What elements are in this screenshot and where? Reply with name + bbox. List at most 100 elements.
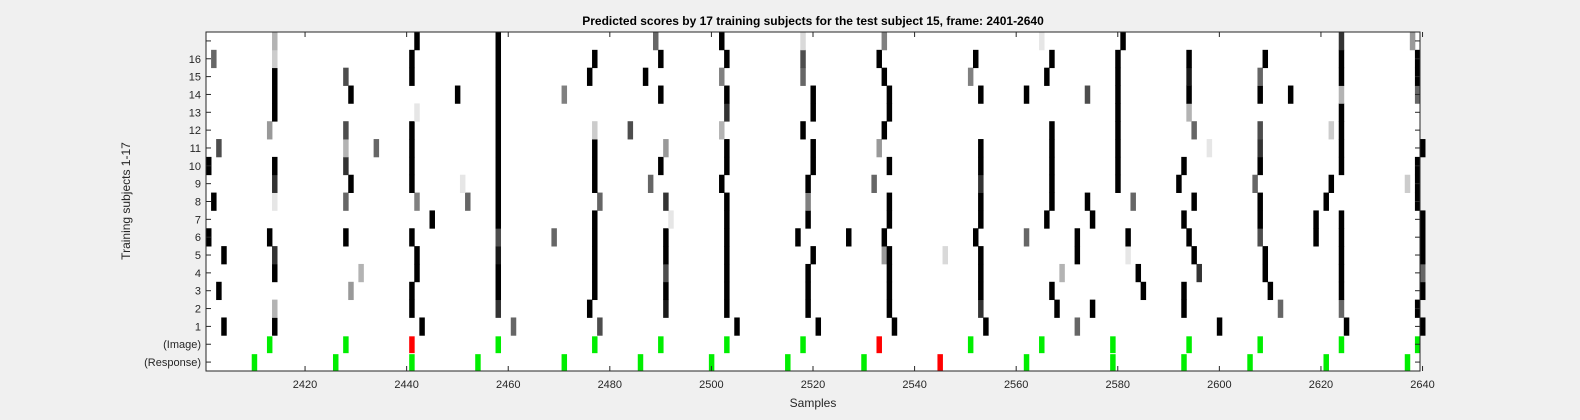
heatmap-cell-s14-2624 (1338, 85, 1345, 104)
heatmap-cell-s5-2477 (592, 246, 598, 265)
heatmap-cell-s1-2572 (1074, 317, 1081, 336)
heatmap-cell-s13-2503 (724, 103, 730, 122)
heatmap-cell-s12-2428 (343, 121, 349, 140)
heatmap-cell-s2-2519 (805, 299, 811, 318)
response-marker-2441 (409, 354, 415, 371)
heatmap-cell-s17-2565 (1039, 32, 1045, 51)
heatmap-cell-s14-2520 (810, 85, 816, 104)
image-marker-2565 (1039, 336, 1045, 354)
x-tick-label-2440: 2440 (394, 379, 418, 391)
heatmap-cell-s11-2608 (1257, 139, 1263, 158)
heatmap-cell-s1-2536 (891, 317, 898, 336)
heatmap-cell-s7-2492 (668, 210, 674, 229)
response-marker-2426 (332, 354, 339, 371)
heatmap-cell-s7-2553 (978, 210, 984, 229)
heatmap-cell-s9-2458 (495, 174, 502, 193)
response-marker-2637 (1404, 354, 1411, 371)
heatmap-cell-s8-2503 (724, 192, 730, 211)
heatmap-cell-s16-2441 (409, 49, 415, 69)
heatmap-cell-s2-2491 (663, 299, 669, 318)
heatmap-cell-s6-2572 (1074, 228, 1081, 247)
heatmap-cell-s1-2505 (734, 317, 740, 336)
heatmap-cell-s11-2477 (592, 139, 598, 158)
y-tick-label-15: 14 (189, 89, 201, 101)
heatmap-cell-s3-2553 (978, 281, 984, 301)
heatmap-cell-s16-2580 (1115, 49, 1121, 69)
heatmap-cell-s8-2402 (211, 192, 217, 211)
heatmap-cell-s5-2534 (881, 246, 888, 265)
heatmap-cell-s3-2567 (1049, 281, 1055, 301)
heatmap-cell-s2-2476 (586, 299, 593, 318)
heatmap-cell-s7-2458 (495, 210, 502, 229)
heatmap-cell-s16-2594 (1186, 49, 1192, 69)
heatmap-cell-s11-2640 (1420, 139, 1426, 158)
heatmap-cell-s10-2520 (810, 156, 816, 176)
heatmap-cell-s5-2458 (495, 246, 502, 265)
heatmap-cell-s17-2624 (1338, 32, 1345, 51)
heatmap-cell-s9-2429 (348, 174, 354, 193)
heatmap-cell-s5-2404 (221, 246, 227, 265)
heatmap-cell-s4-2477 (592, 263, 598, 283)
heatmap-cell-s8-2414 (272, 192, 278, 211)
heatmap-cell-s17-2534 (881, 32, 888, 51)
heatmap-cell-s1-2625 (1343, 317, 1350, 336)
response-marker-2500 (708, 354, 715, 371)
x-tick-label-2420: 2420 (293, 379, 317, 391)
response-marker-2593 (1181, 354, 1187, 371)
heatmap-cell-s7-2477 (592, 210, 598, 229)
heatmap-cell-s13-2414 (272, 103, 278, 122)
x-tick-label-2460: 2460 (496, 379, 520, 391)
x-tick-label-2500: 2500 (699, 379, 723, 391)
heatmap-cell-s12-2608 (1257, 121, 1263, 140)
heatmap-cell-s1-2600 (1216, 317, 1223, 336)
heatmap-cell-s10-2624 (1338, 156, 1345, 176)
heatmap-cell-s13-2580 (1115, 103, 1121, 122)
heatmap-cell-s11-2533 (876, 139, 882, 158)
heatmap-cell-s15-2428 (343, 67, 349, 86)
heatmap-cell-s8-2574 (1084, 192, 1091, 211)
heatmap-cell-s1-2414 (272, 317, 278, 336)
heatmap-cell-s4-2442 (414, 263, 420, 283)
heatmap-cell-s4-2553 (978, 263, 984, 283)
response-marker-2454 (475, 354, 481, 371)
heatmap-cell-s17-2489 (653, 32, 659, 51)
heatmap-cell-s12-2477 (592, 121, 598, 140)
y-tick-label-12: 11 (190, 143, 201, 155)
heatmap-cell-s9-2414 (272, 174, 278, 193)
heatmap-cell-s11-2434 (373, 139, 380, 158)
heatmap-cell-s5-2609 (1262, 246, 1269, 265)
heatmap-cell-s9-2532 (871, 174, 877, 193)
heatmap-cell-s3-2624 (1338, 281, 1345, 301)
heatmap-cell-s11-2580 (1115, 139, 1121, 158)
heatmap-cell-s15-2458 (495, 67, 502, 86)
y-tick-label-13: 12 (189, 125, 201, 137)
heatmap-cell-s16-2624 (1338, 49, 1345, 69)
heatmap-cell-s3-2403 (216, 281, 222, 301)
heatmap-cell-s16-2518 (800, 49, 806, 69)
heatmap-cell-s11-2598 (1206, 139, 1213, 158)
heatmap-cell-s12-2502 (719, 121, 725, 140)
heatmap-cell-s7-2619 (1313, 210, 1319, 229)
heatmap-cell-s9-2441 (409, 174, 415, 193)
heatmap-cell-s12-2624 (1338, 121, 1345, 140)
heatmap-cell-s15-2441 (409, 67, 415, 86)
heatmap-cell-s8-2608 (1257, 192, 1263, 211)
heatmap-cell-s6-2491 (663, 228, 669, 247)
heatmap-cell-s10-2490 (658, 156, 664, 176)
heatmap-cell-s15-2518 (800, 67, 806, 86)
heatmap-cell-s14-2414 (272, 85, 278, 104)
heatmap-cell-s16-2402 (211, 49, 217, 69)
heatmap-cell-s11-2441 (409, 139, 415, 158)
heatmap-cell-s1-2461 (510, 317, 517, 336)
heatmap-cell-s8-2583 (1130, 192, 1136, 211)
heatmap-cell-s10-2477 (592, 156, 598, 176)
heatmap-cell-s6-2608 (1257, 228, 1263, 247)
heatmap-cell-s8-2519 (805, 192, 811, 211)
heatmap-cell-s17-2581 (1120, 32, 1126, 51)
heatmap-cell-s9-2502 (719, 174, 725, 193)
heatmap-cell-s14-2471 (561, 85, 568, 104)
heatmap-cell-s4-2569 (1059, 263, 1065, 283)
heatmap-cell-s14-2562 (1023, 85, 1030, 104)
heatmap-cell-s2-2458 (495, 299, 502, 318)
heatmap-cell-s9-2637 (1404, 174, 1411, 193)
